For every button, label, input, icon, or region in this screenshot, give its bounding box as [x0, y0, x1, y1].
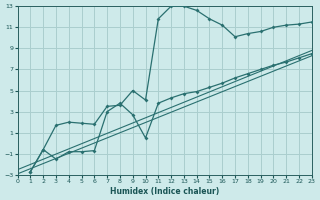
- X-axis label: Humidex (Indice chaleur): Humidex (Indice chaleur): [110, 187, 219, 196]
